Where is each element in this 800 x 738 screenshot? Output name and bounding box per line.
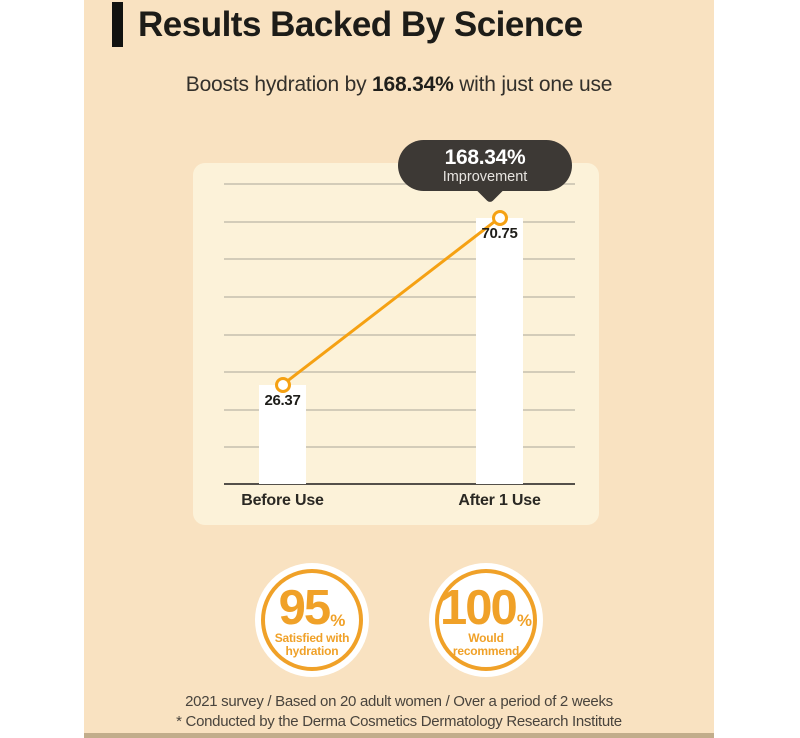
badge-recommend-label: Would recommend: [452, 630, 520, 658]
percent-sign: %: [330, 610, 346, 630]
x-axis-label-before: Before Use: [241, 492, 324, 509]
page-title: Results Backed By Science: [138, 4, 583, 44]
survey-footnote: 2021 survey / Based on 20 adult women / …: [84, 692, 714, 732]
footnote-line-2: * Conducted by the Derma Cosmetics Derma…: [176, 713, 622, 730]
data-point-after: [491, 209, 508, 226]
infographic-canvas: Results Backed By Science Boosts hydrati…: [84, 0, 714, 738]
next-section-edge: [84, 733, 714, 738]
badge-ring: [261, 569, 363, 671]
subtitle-suffix: with just one use: [453, 73, 613, 96]
gridline: [224, 446, 575, 449]
gridline: [224, 183, 575, 185]
subtitle-highlight: 168.34%: [372, 73, 454, 96]
header: Results Backed By Science: [112, 2, 583, 47]
bar-before-use: [259, 384, 306, 484]
badge-satisfied-number: 95%: [278, 580, 346, 635]
hydration-chart: 26.37 70.75 Before Use After 1 Use 168.3…: [193, 140, 599, 525]
callout-label: Improvement: [442, 169, 528, 185]
x-axis-label-after: After 1 Use: [458, 492, 541, 509]
stat-badges: 95% Satisfied with hydration 100% Would re…: [84, 563, 714, 677]
badge-recommend-value: 100: [440, 580, 518, 635]
badge-recommend-number: 100%: [440, 580, 532, 635]
footnote-line-1: 2021 survey / Based on 20 adult women / …: [185, 693, 613, 710]
gridline: [224, 408, 575, 411]
badge-satisfied-value: 95: [278, 580, 331, 635]
bar-value-after: 70.75: [481, 224, 518, 242]
bar-after-use: [476, 217, 523, 484]
badge-satisfied-label: Satisfied with hydration: [274, 630, 350, 658]
badge-ring: [435, 569, 537, 671]
subtitle: Boosts hydration by 168.34% with just on…: [84, 73, 714, 97]
chart-x-axis: [224, 482, 575, 485]
badge-recommend: 100% Would recommend: [429, 563, 543, 677]
badge-satisfied: 95% Satisfied with hydration: [255, 563, 369, 677]
percent-sign: %: [516, 610, 532, 630]
data-point-before: [274, 376, 291, 393]
bar-value-before: 26.37: [264, 391, 301, 409]
subtitle-prefix: Boosts hydration by: [185, 73, 373, 96]
title-accent-bar: [112, 2, 123, 47]
improvement-callout: 168.34% Improvement: [398, 140, 572, 204]
callout-value: 168.34%: [444, 146, 526, 169]
